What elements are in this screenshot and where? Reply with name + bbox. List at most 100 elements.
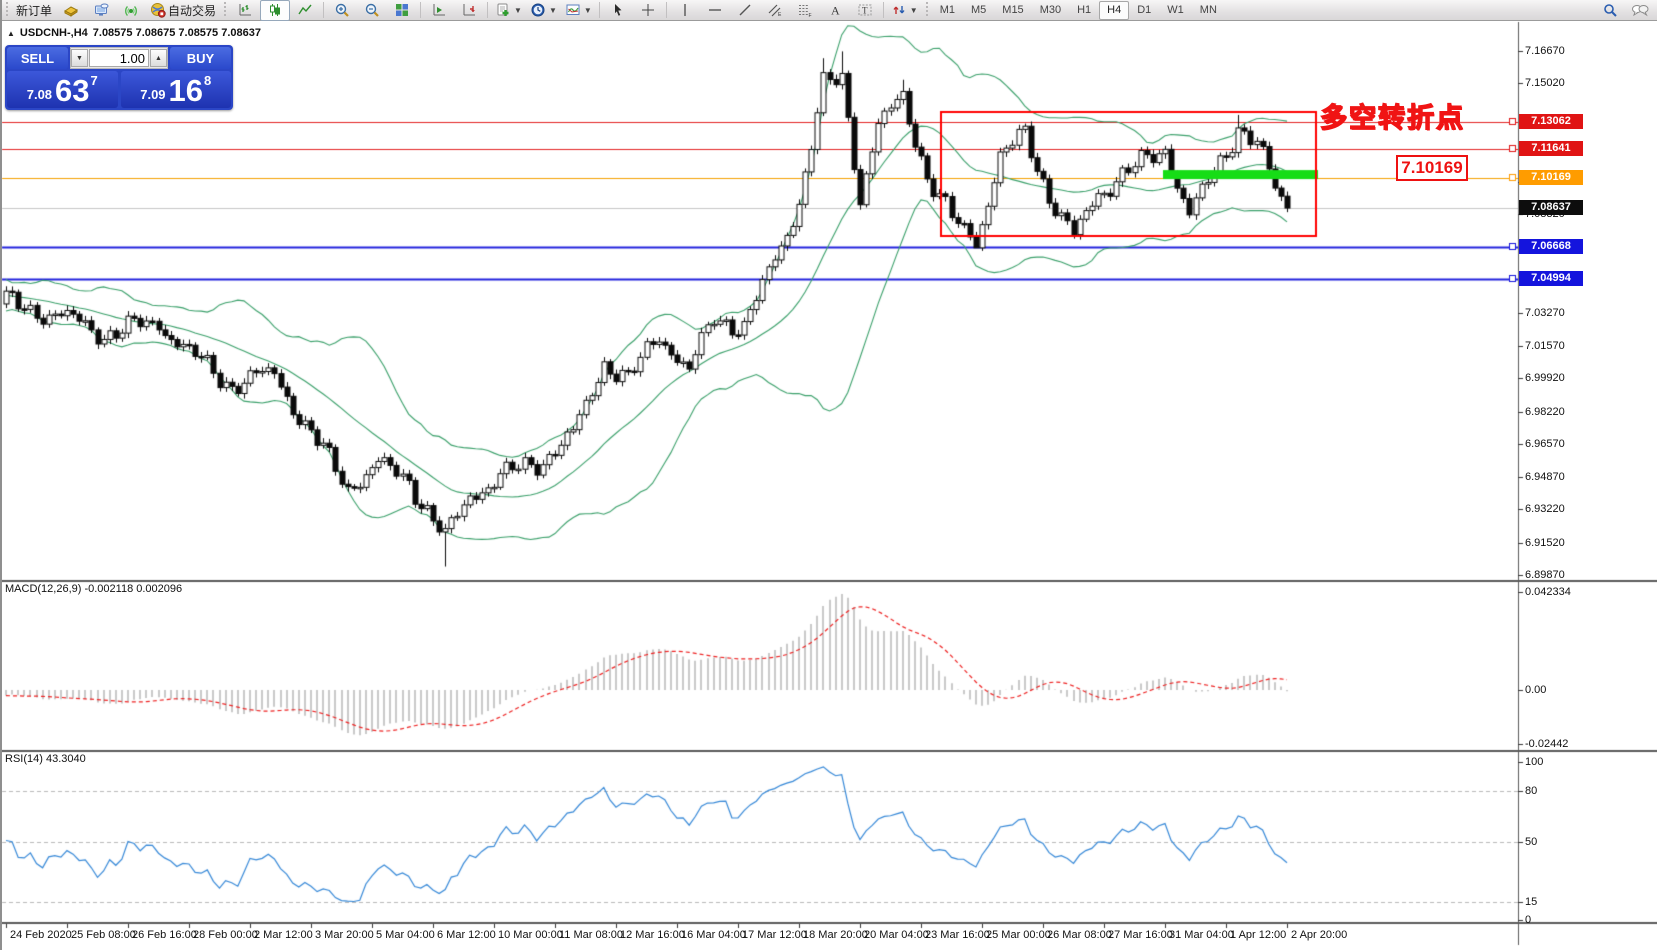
text-label-button[interactable]: T	[850, 0, 880, 21]
tile-windows-button[interactable]	[387, 0, 417, 21]
indicators-button[interactable]: ▼	[491, 0, 526, 21]
chart-shift-icon	[431, 2, 447, 18]
tab-timeframe-m30[interactable]: M30	[1032, 1, 1069, 20]
vertical-line-button[interactable]	[670, 0, 700, 21]
price-axis-label: 7.01570	[1525, 340, 1565, 352]
fibonacci-icon: F	[797, 2, 813, 18]
volume-increase-button[interactable]: ▲	[150, 49, 167, 67]
tab-timeframe-m15[interactable]: M15	[994, 1, 1031, 20]
chat-button[interactable]	[1625, 0, 1655, 21]
macd-axis-label: 0.042334	[1525, 586, 1571, 598]
text-button[interactable]: A	[820, 0, 850, 21]
indicators-add-icon	[495, 2, 511, 18]
candlestick-chart-icon	[267, 2, 283, 18]
buy-price-button[interactable]: 7.09 16 8	[120, 71, 231, 108]
text-label-icon: T	[857, 2, 873, 18]
toolbar: 新订单 自动交易	[0, 0, 1657, 21]
zoom-in-icon	[334, 2, 350, 18]
toolbar-separator	[323, 2, 325, 18]
symbol-bar: ▲ USDCNH-,H4 7.08575 7.08675 7.08575 7.0…	[7, 27, 261, 39]
price-badge: 7.08637	[1519, 200, 1583, 215]
line-chart-button[interactable]	[290, 0, 320, 21]
price-axis-label: 6.91520	[1525, 537, 1565, 549]
templates-caret-icon[interactable]: ▼	[583, 5, 592, 15]
rsi-axis-label: 15	[1525, 896, 1538, 908]
signals-button[interactable]	[116, 0, 146, 21]
virtual-hosting-button[interactable]	[86, 0, 116, 21]
tab-timeframe-d1[interactable]: D1	[1129, 1, 1159, 20]
auto-scroll-button[interactable]	[454, 0, 484, 21]
tab-timeframe-h1[interactable]: H1	[1069, 1, 1099, 20]
sell-price-button[interactable]: 7.08 63 7	[7, 71, 118, 108]
vertical-line-icon	[677, 2, 693, 18]
equidistant-channel-button[interactable]: E	[760, 0, 790, 21]
autotrading-button[interactable]: 自动交易	[146, 0, 220, 21]
date-label: 23 Mar 16:00	[925, 929, 990, 941]
tab-timeframe-m1[interactable]: M1	[932, 1, 963, 20]
price-axis-label: 6.94870	[1525, 471, 1565, 483]
bar-chart-icon	[237, 2, 253, 18]
toolbar-grip	[923, 2, 930, 18]
date-label: 6 Mar 12:00	[437, 929, 496, 941]
bar-chart-button[interactable]	[230, 0, 260, 21]
chat-icon	[1631, 2, 1649, 18]
zoom-out-button[interactable]	[357, 0, 387, 21]
tile-windows-icon	[394, 2, 410, 18]
crosshair-button[interactable]	[633, 0, 663, 21]
rsi-axis-label: 80	[1525, 785, 1538, 797]
yellow-book-icon	[63, 2, 79, 18]
one-click-trade-panel: SELL ▼ ▲ BUY 7.08 63 7 7.09 16 8	[5, 45, 233, 110]
periods-caret-icon[interactable]: ▼	[548, 5, 557, 15]
price-annotation-box[interactable]: 7.10169	[1396, 155, 1468, 181]
tab-timeframe-m5[interactable]: M5	[963, 1, 994, 20]
text-icon: A	[827, 2, 843, 18]
arrows-button[interactable]: ▼	[887, 0, 922, 21]
tab-timeframe-w1[interactable]: W1	[1159, 1, 1192, 20]
sell-price-pips: 63	[55, 73, 90, 108]
symbol-ohlc: 7.08575 7.08675 7.08575 7.08637	[92, 27, 261, 39]
turning-point-annotation[interactable]: 多空转折点	[1319, 102, 1465, 133]
toolbar-separator	[665, 2, 667, 18]
macd-axis-label: 0.00	[1525, 684, 1547, 696]
new-order-button[interactable]: 新订单	[12, 0, 56, 21]
sell-button[interactable]: SELL	[7, 47, 68, 69]
date-label: 2 Mar 12:00	[254, 929, 313, 941]
date-label: 18 Mar 20:00	[803, 929, 868, 941]
horizontal-line-button[interactable]	[700, 0, 730, 21]
chart-shift-button[interactable]	[424, 0, 454, 21]
toolbar-grip	[222, 2, 229, 18]
price-axis-label: 6.89870	[1525, 569, 1565, 581]
toolbar-grip	[4, 2, 10, 18]
price-badge: 7.04994	[1519, 271, 1583, 286]
tab-timeframe-h4[interactable]: H4	[1099, 0, 1130, 20]
date-label: 17 Mar 12:00	[742, 929, 807, 941]
date-label: 25 Feb 08:00	[71, 929, 136, 941]
price-axis-label: 7.15020	[1525, 77, 1565, 89]
candlestick-chart-button[interactable]	[260, 0, 291, 21]
date-label: 2 Apr 20:00	[1291, 929, 1348, 941]
volume-input[interactable]	[89, 49, 149, 67]
journal-button[interactable]	[56, 0, 86, 21]
price-badge: 7.10169	[1519, 170, 1583, 185]
zoom-in-button[interactable]	[327, 0, 357, 21]
arrows-caret-icon[interactable]: ▼	[909, 5, 918, 15]
volume-decrease-button[interactable]: ▼	[71, 49, 88, 67]
trendline-button[interactable]	[730, 0, 760, 21]
buy-button[interactable]: BUY	[170, 47, 231, 69]
tab-timeframe-mn[interactable]: MN	[1192, 1, 1225, 20]
templates-button[interactable]: ▼	[561, 0, 596, 21]
sell-price-base: 7.08	[26, 87, 53, 102]
crosshair-icon	[640, 2, 656, 18]
collapse-panel-icon[interactable]: ▲	[7, 28, 15, 38]
indicators-caret-icon[interactable]: ▼	[514, 5, 522, 15]
fibonacci-button[interactable]: F	[790, 0, 820, 21]
search-button[interactable]	[1595, 0, 1625, 21]
price-axis-label: 6.98220	[1525, 406, 1565, 418]
periods-button[interactable]: ▼	[526, 0, 561, 21]
macd-indicator-label: MACD(12,26,9) -0.002118 0.002096	[5, 583, 183, 595]
price-badge: 7.13062	[1519, 114, 1583, 129]
cursor-button[interactable]	[603, 0, 633, 21]
trendline-icon	[737, 2, 753, 18]
